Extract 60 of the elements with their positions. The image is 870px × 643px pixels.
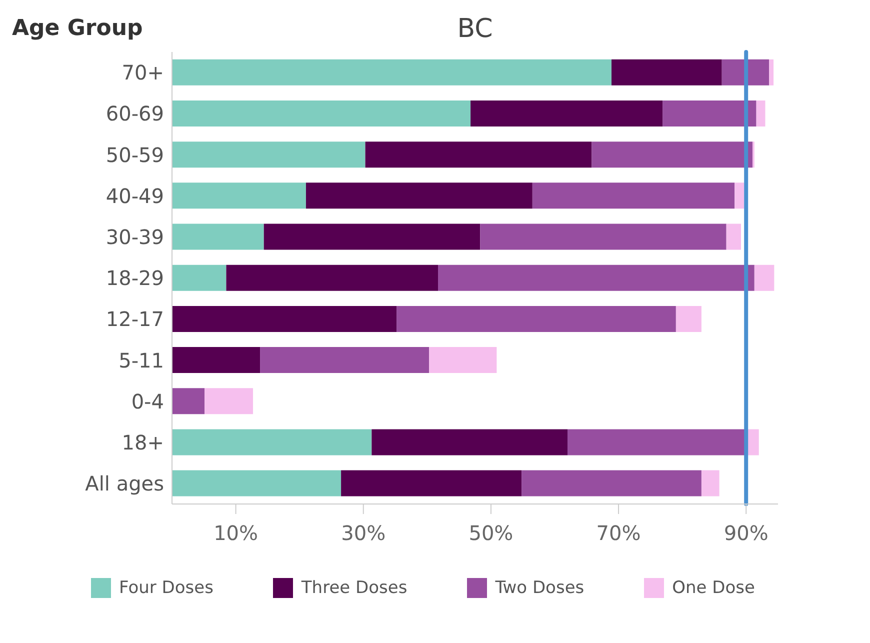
x-tick-label: 10%: [214, 521, 258, 546]
bar: [676, 306, 702, 332]
y-tick-label: 50-59: [106, 142, 164, 167]
bar: [341, 470, 522, 496]
bar: [172, 182, 306, 209]
bar: [204, 388, 254, 414]
bar: [226, 264, 438, 291]
legend-label: Three Doses: [300, 578, 408, 598]
bar: [532, 182, 735, 209]
y-tick-label: 40-49: [106, 184, 164, 208]
y-tick-label: 70+: [122, 60, 164, 85]
legend-label: Four Doses: [118, 578, 214, 598]
bar: [372, 429, 568, 456]
bar: [747, 429, 759, 456]
bar: [592, 142, 752, 168]
y-tick-label: 60-69: [106, 102, 164, 126]
bar: [769, 59, 774, 86]
bar: [662, 100, 756, 126]
bar: [438, 264, 754, 291]
y-tick-label: 0-4: [131, 389, 164, 414]
bar: [754, 264, 774, 291]
y-tick-label: All ages: [85, 472, 164, 496]
bar: [612, 59, 722, 86]
y-tick-label: 18-29: [106, 266, 164, 290]
legend-label: Two Doses: [494, 578, 584, 598]
bar: [172, 347, 260, 374]
y-tick-label: 12-17: [106, 307, 164, 332]
bar: [172, 142, 366, 168]
bar: [734, 182, 744, 209]
y-tick-label: 18+: [122, 430, 164, 454]
bar: [172, 264, 226, 291]
bar: [172, 59, 612, 86]
x-tick-label: 70%: [596, 521, 641, 546]
bar: [480, 224, 726, 250]
bar: [396, 306, 676, 332]
bar: [260, 347, 430, 374]
bar: [756, 100, 766, 126]
bar: [470, 100, 663, 126]
bar: [172, 100, 471, 126]
bar: [429, 347, 497, 374]
x-tick-label: 30%: [341, 521, 386, 546]
bar: [701, 470, 720, 496]
chart-title: BC: [456, 14, 494, 44]
y-tick-label: 5-11: [118, 348, 164, 372]
bar: [306, 182, 532, 209]
bar: [522, 470, 702, 496]
bar: [365, 142, 592, 168]
bar: [172, 388, 205, 414]
bar: [172, 429, 372, 456]
bar: [264, 224, 480, 250]
y-axis-title: Age Group: [12, 16, 143, 41]
bar: [172, 224, 264, 250]
bar: [722, 59, 770, 86]
bar: [726, 224, 741, 250]
bar: [172, 306, 397, 332]
y-tick-label: 30-39: [106, 225, 164, 250]
legend-label: One Dose: [671, 578, 755, 598]
x-tick-label: 90%: [724, 521, 768, 546]
bar: [172, 470, 342, 496]
x-tick-label: 50%: [468, 521, 514, 546]
